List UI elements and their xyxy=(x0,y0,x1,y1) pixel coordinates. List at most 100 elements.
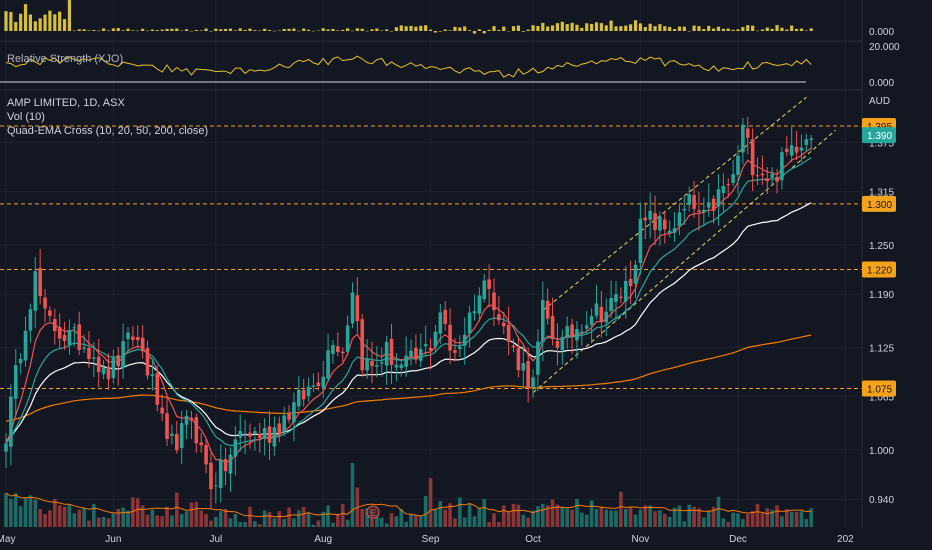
candle-body xyxy=(789,145,794,156)
earnings-marker-circle[interactable] xyxy=(366,505,380,519)
volume-bar xyxy=(467,503,472,527)
histogram-bar xyxy=(165,28,169,31)
histogram-bar xyxy=(672,28,677,31)
candle-body xyxy=(609,298,613,312)
volume-bar xyxy=(526,517,530,527)
ema-lines xyxy=(5,147,812,464)
volume-bar xyxy=(87,520,91,527)
volume-bar xyxy=(619,491,623,527)
volume-bar xyxy=(53,498,57,527)
volume-bar xyxy=(584,514,589,527)
candle-body xyxy=(697,210,701,212)
candle-body xyxy=(287,412,291,420)
volume-bar xyxy=(175,492,179,527)
histogram-bar xyxy=(482,31,486,34)
histogram-bar xyxy=(33,21,37,31)
volume-bar xyxy=(716,496,721,527)
volume-bar xyxy=(750,511,755,527)
ema-indicator-label[interactable]: Quad-EMA Cross (10, 20, 50, 200, close) xyxy=(7,125,208,137)
histogram-bar xyxy=(624,25,628,31)
candle-body xyxy=(345,325,350,352)
volume-bar xyxy=(165,506,169,527)
candle-body xyxy=(121,340,125,368)
candle-body xyxy=(262,428,267,439)
histogram-bar xyxy=(131,30,135,31)
candle-body xyxy=(643,217,648,221)
level-tag-label: 1.220 xyxy=(867,266,892,277)
time-axis-ticks: May Jun Jul Aug Sep Oct Nov Dec 202 xyxy=(0,534,854,545)
histogram-bar xyxy=(141,28,145,31)
volume-indicator-label[interactable]: Vol (10) xyxy=(7,111,45,123)
candle-body xyxy=(506,324,511,342)
candle-body xyxy=(243,433,247,435)
candle-body xyxy=(116,355,121,367)
volume-bar xyxy=(633,514,638,527)
histogram-bar xyxy=(23,4,28,31)
volume-bar xyxy=(780,516,784,527)
volume-bar xyxy=(248,506,252,527)
volume-bar xyxy=(667,516,672,527)
histogram-bar xyxy=(121,30,125,31)
relative-strength-pane xyxy=(0,55,812,83)
volume-bar xyxy=(326,505,330,527)
volume-bar xyxy=(492,513,496,527)
histogram-bar xyxy=(311,30,316,32)
volume-bar xyxy=(545,505,550,527)
candle-body xyxy=(692,195,696,209)
ema-10-line xyxy=(5,147,812,464)
histogram-bar xyxy=(594,22,599,31)
candle-body xyxy=(135,336,140,341)
histogram-bar xyxy=(653,26,657,31)
candle-body xyxy=(497,314,501,321)
volume-bar xyxy=(458,497,462,527)
volume-bar xyxy=(643,505,648,527)
candle-body xyxy=(467,312,472,334)
rs-tick-bottom: 0.000 xyxy=(869,78,894,89)
histogram-bar xyxy=(604,25,608,31)
candle-body xyxy=(370,360,374,366)
candle-body xyxy=(423,344,428,347)
volume-bar xyxy=(345,519,350,527)
histogram-bar xyxy=(272,30,276,32)
histogram-bar xyxy=(145,30,150,32)
histogram-bar xyxy=(599,23,603,31)
histogram-bar xyxy=(414,26,418,31)
candle-body xyxy=(555,341,560,348)
histogram-bar xyxy=(536,25,540,31)
candle-body xyxy=(277,423,282,434)
volume-bar xyxy=(365,508,369,527)
histogram-bar xyxy=(355,28,359,31)
volume-bar xyxy=(292,518,296,527)
histogram-bar xyxy=(463,26,467,31)
earnings-marker[interactable]: E xyxy=(366,505,380,519)
candle-body xyxy=(62,335,67,341)
volume-bar xyxy=(316,520,321,527)
volume-bar xyxy=(521,514,526,527)
volume-bar xyxy=(238,521,243,527)
histogram-bar xyxy=(380,30,384,32)
volume-bar xyxy=(13,493,18,527)
candle-body xyxy=(570,324,574,337)
volume-bar xyxy=(477,507,482,527)
candle-body xyxy=(648,210,652,220)
candle-body xyxy=(57,327,62,339)
candle-body xyxy=(43,297,47,309)
histogram-bar xyxy=(389,30,394,32)
ema-50-line xyxy=(5,202,812,442)
candle-body xyxy=(160,407,164,414)
volume-bar xyxy=(116,509,121,527)
histogram-bar xyxy=(487,29,491,31)
symbol-title[interactable]: AMP LIMITED, 1D, ASX xyxy=(7,97,125,109)
histogram-bar xyxy=(492,26,496,31)
rs-line xyxy=(5,55,812,78)
histogram-bar xyxy=(809,28,813,31)
candle-body xyxy=(33,271,38,311)
time-tick-label: May xyxy=(0,534,15,545)
histogram-bar xyxy=(302,28,306,31)
histogram-bar xyxy=(375,28,379,31)
candle-body xyxy=(721,185,726,194)
volume-bar xyxy=(614,510,618,527)
candle-body xyxy=(516,348,521,371)
candle-body xyxy=(101,367,106,375)
volume-bar xyxy=(721,518,726,527)
